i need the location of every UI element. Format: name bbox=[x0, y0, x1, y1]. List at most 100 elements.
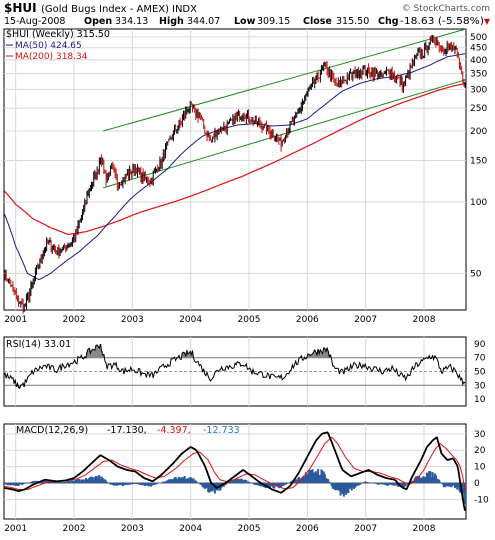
macd-histogram-bar bbox=[272, 482, 275, 488]
macd-histogram-bar bbox=[395, 482, 398, 486]
macd-histogram-bar bbox=[69, 481, 72, 483]
macd-histogram-bar bbox=[24, 482, 27, 484]
price-tick-label: 450 bbox=[470, 44, 487, 54]
macd-histogram-bar bbox=[244, 479, 247, 483]
macd-histogram-bar bbox=[234, 479, 237, 483]
macd-histogram-bar bbox=[120, 482, 123, 485]
macd-histogram-bar bbox=[390, 482, 393, 485]
chart-title-symbol: $HUI bbox=[4, 1, 37, 15]
macd-histogram-bar bbox=[57, 482, 60, 483]
macd-histogram-bar bbox=[43, 479, 46, 483]
macd-histogram-bar bbox=[341, 482, 344, 495]
macd-histogram-bar bbox=[146, 482, 149, 486]
macd-tick-label: 30 bbox=[474, 430, 486, 440]
macd-histogram-bar bbox=[153, 482, 156, 486]
macd-histogram-bar bbox=[440, 482, 443, 484]
macd-histogram-bar bbox=[338, 482, 341, 491]
macd-histogram-bar bbox=[211, 482, 214, 492]
macd-histogram-bar bbox=[75, 479, 78, 483]
macd-histogram-bar bbox=[51, 481, 54, 483]
macd-histogram-bar bbox=[351, 482, 354, 488]
macd-histogram-bar bbox=[199, 482, 202, 485]
macd-histogram-bar bbox=[319, 475, 322, 483]
macd-histogram-bar bbox=[184, 479, 187, 483]
macd-histogram-bar bbox=[19, 482, 22, 485]
macd-histogram-bar bbox=[361, 482, 364, 484]
macd-histogram-bar bbox=[276, 482, 279, 487]
price-x-tick-label: 2002 bbox=[63, 315, 86, 325]
chart-title-index: (Gold Bugs Index - AMEX) bbox=[41, 4, 169, 15]
macd-histogram-bar bbox=[32, 480, 35, 483]
macd-histogram-bar bbox=[9, 482, 12, 486]
macd-histogram-bar bbox=[27, 482, 30, 484]
macd-histogram-bar bbox=[451, 482, 454, 486]
macd-histogram-bar bbox=[374, 482, 377, 484]
macd-histogram-bar bbox=[369, 482, 372, 484]
macd-histogram-bar bbox=[420, 477, 423, 483]
macd-histogram-bar bbox=[23, 482, 26, 484]
macd-histogram-bar bbox=[4, 482, 7, 485]
macd-histogram-bar bbox=[145, 482, 148, 486]
macd-histogram-bar bbox=[8, 482, 11, 485]
macd-histogram-bar bbox=[71, 480, 74, 483]
macd-plot: -10 0 10 20 30 2001 2002 2003 2004 2005 2006 2007 20… bbox=[3, 424, 489, 534]
macd-histogram-bar bbox=[290, 481, 293, 483]
macd-histogram-bar bbox=[254, 482, 257, 485]
macd-histogram-bar bbox=[147, 482, 150, 487]
macd-histogram-bar bbox=[255, 482, 258, 485]
quote-open-label: Open bbox=[84, 16, 112, 27]
macd-histogram-bar bbox=[162, 481, 165, 483]
macd-histogram-bar bbox=[252, 482, 255, 484]
price-x-tick-label: 2003 bbox=[121, 315, 144, 325]
macd-histogram-bar bbox=[449, 482, 452, 487]
macd-histogram-bar bbox=[164, 481, 167, 483]
macd-histogram-bar bbox=[271, 482, 274, 487]
macd-histogram-bar bbox=[114, 482, 117, 486]
macd-histogram-bar bbox=[192, 478, 195, 483]
macd-histogram-bar bbox=[447, 482, 450, 487]
macd-histogram-bar bbox=[314, 471, 317, 483]
macd-histogram-bar bbox=[308, 470, 311, 483]
macd-histogram-bar bbox=[225, 482, 228, 485]
macd-histogram-bar bbox=[443, 482, 446, 488]
macd-histogram-bar bbox=[213, 482, 216, 494]
macd-histogram-bar bbox=[332, 482, 335, 489]
macd-histogram-bar bbox=[142, 482, 145, 485]
macd-histogram-bar bbox=[268, 482, 271, 489]
macd-histogram-bar bbox=[462, 482, 465, 494]
macd-histogram-bar bbox=[132, 482, 135, 485]
price-tick-label: 250 bbox=[470, 104, 487, 114]
macd-histogram-bar bbox=[356, 482, 359, 485]
macd-histogram-bar bbox=[163, 481, 166, 483]
macd-histogram-bar bbox=[453, 482, 456, 489]
macd-histogram-bar bbox=[70, 480, 73, 483]
macd-histogram-bar bbox=[116, 482, 119, 486]
macd-histogram-bar bbox=[247, 481, 250, 483]
macd-histogram-bar bbox=[194, 480, 197, 483]
macd-x-tick-label: 2004 bbox=[179, 524, 202, 534]
macd-histogram-bar bbox=[169, 479, 172, 483]
macd-histogram-bar bbox=[289, 482, 292, 483]
macd-histogram-bar bbox=[25, 482, 28, 484]
macd-histogram-bar bbox=[44, 480, 47, 483]
macd-histogram-bar bbox=[377, 482, 380, 485]
macd-histogram-bar bbox=[394, 482, 397, 486]
macd-histogram-bar bbox=[60, 482, 63, 483]
macd-histogram-bar bbox=[68, 480, 71, 483]
macd-histogram-bar bbox=[78, 479, 81, 483]
macd-histogram-bar bbox=[456, 482, 459, 490]
macd-histogram-bar bbox=[206, 482, 209, 488]
macd-histogram-bar bbox=[79, 480, 82, 483]
macd-histogram-bar bbox=[143, 482, 146, 486]
quote-low-value: 309.15 bbox=[257, 16, 290, 27]
macd-histogram-bar bbox=[66, 481, 69, 483]
price-tick-label: 150 bbox=[470, 157, 487, 167]
macd-histogram-bar bbox=[446, 482, 449, 487]
macd-histogram-bar bbox=[59, 481, 62, 483]
macd-histogram-bar bbox=[441, 482, 444, 485]
macd-histogram-bar bbox=[154, 482, 157, 485]
macd-histogram-bar bbox=[42, 480, 45, 483]
macd-histogram-bar bbox=[109, 482, 112, 485]
macd-histogram-bar bbox=[257, 482, 260, 486]
